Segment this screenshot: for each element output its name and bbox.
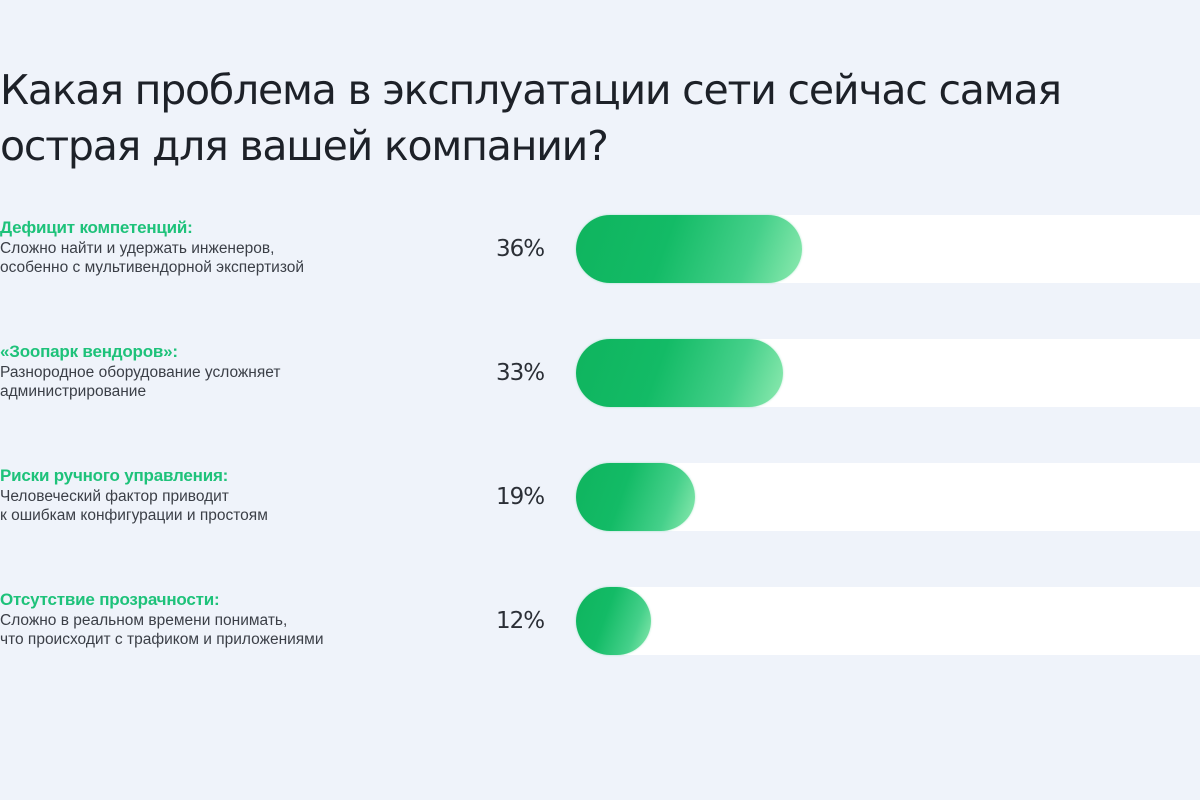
bar-fill [576, 339, 783, 407]
row-percentage: 33% [496, 360, 545, 386]
row-description: Сложно в реальном времени понимать, что … [0, 612, 324, 648]
bar-row: Риски ручного управления: Человеческий ф… [0, 463, 1200, 531]
row-percentage: 19% [496, 484, 545, 510]
bar-row: «Зоопарк вендоров»: Разнородное оборудов… [0, 339, 1200, 407]
row-percentage: 12% [496, 608, 545, 634]
row-label: Дефицит компетенций: Сложно найти и удер… [0, 218, 470, 277]
row-description: Человеческий фактор приводит к ошибкам к… [0, 488, 268, 524]
row-description: Разнородное оборудование усложняет админ… [0, 364, 281, 400]
bar-fill [576, 463, 695, 531]
row-heading: Дефицит компетенций: [0, 218, 193, 237]
bar-track [576, 215, 1200, 283]
chart-title: Какая проблема в эксплуатации сети сейча… [0, 66, 1062, 170]
row-label: Отсутствие прозрачности: Сложно в реальн… [0, 590, 470, 649]
bar-fill [576, 587, 651, 655]
bar-row: Отсутствие прозрачности: Сложно в реальн… [0, 587, 1200, 655]
bar-track [576, 587, 1200, 655]
row-label: Риски ручного управления: Человеческий ф… [0, 466, 470, 525]
bar-track [576, 339, 1200, 407]
row-description: Сложно найти и удержать инженеров, особе… [0, 240, 305, 276]
bar-track [576, 463, 1200, 531]
row-heading: «Зоопарк вендоров»: [0, 342, 178, 361]
row-heading: Отсутствие прозрачности: [0, 590, 220, 609]
row-label: «Зоопарк вендоров»: Разнородное оборудов… [0, 342, 470, 401]
bar-fill [576, 215, 802, 283]
row-heading: Риски ручного управления: [0, 466, 229, 485]
row-percentage: 36% [496, 236, 545, 262]
bar-row: Дефицит компетенций: Сложно найти и удер… [0, 215, 1200, 283]
